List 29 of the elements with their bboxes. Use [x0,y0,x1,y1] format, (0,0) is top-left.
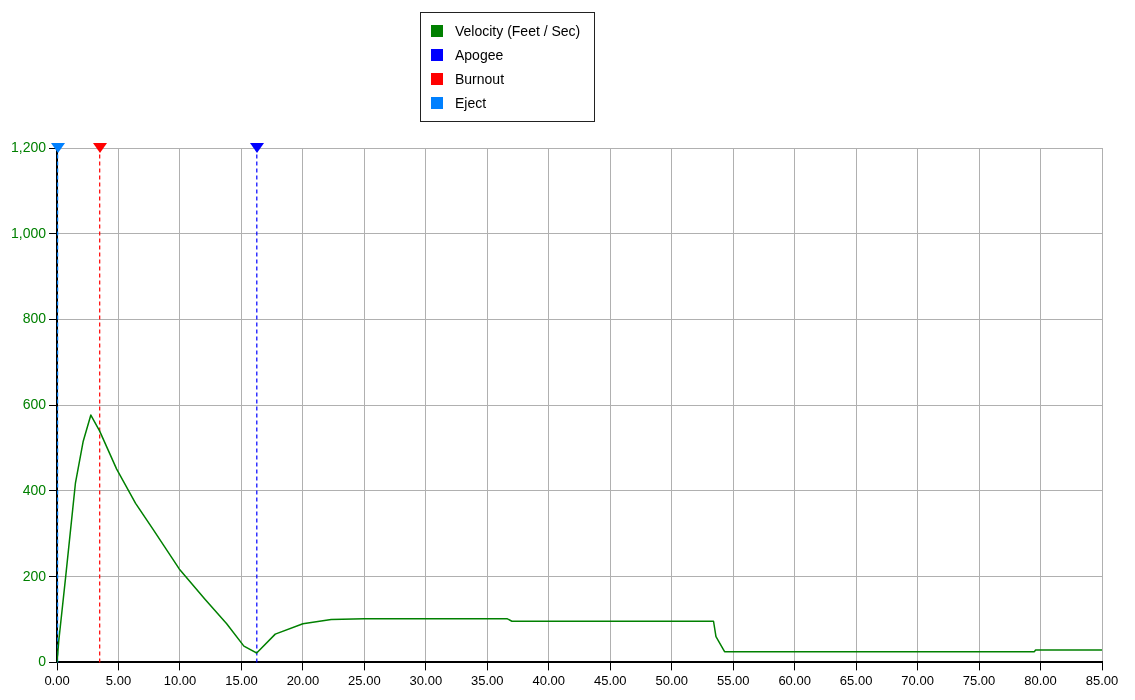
x-tick-label: 65.00 [839,672,873,688]
x-tick-label: 30.00 [409,672,443,688]
x-tick-label: 70.00 [901,672,934,688]
x-tick-label: 45.00 [593,672,627,688]
x-tick-label: 75.00 [962,672,996,688]
y-tick-label: 0 [38,653,47,670]
x-tick-label: 25.00 [348,672,381,688]
x-tick-label: 35.00 [471,672,504,688]
y-tick-label: 1,200 [10,138,47,155]
y-tick-label: 400 [22,481,47,498]
legend-label: Apogee [455,47,504,63]
x-tick-label: 15.00 [225,672,258,688]
x-tick-label: 5.00 [105,672,132,688]
y-tick-label: 200 [22,567,47,584]
x-tick-label: 50.00 [655,672,688,688]
x-tick-label: 10.00 [163,672,197,688]
x-tick-label: 60.00 [778,672,811,688]
x-tick-label: 80.00 [1024,672,1057,688]
x-tick-label: 55.00 [716,672,750,688]
legend-label: Velocity (Feet / Sec) [455,23,581,39]
y-tick-label: 1,000 [10,224,47,241]
y-tick-label: 800 [22,310,47,327]
y-tick-label: 600 [22,396,47,413]
legend-label: Burnout [455,71,505,87]
x-tick-label: 0.00 [44,672,70,688]
legend-label: Eject [455,95,487,111]
x-tick-label: 20.00 [286,672,320,688]
x-tick-label: 85.00 [1085,672,1119,688]
x-tick-label: 40.00 [532,672,566,688]
